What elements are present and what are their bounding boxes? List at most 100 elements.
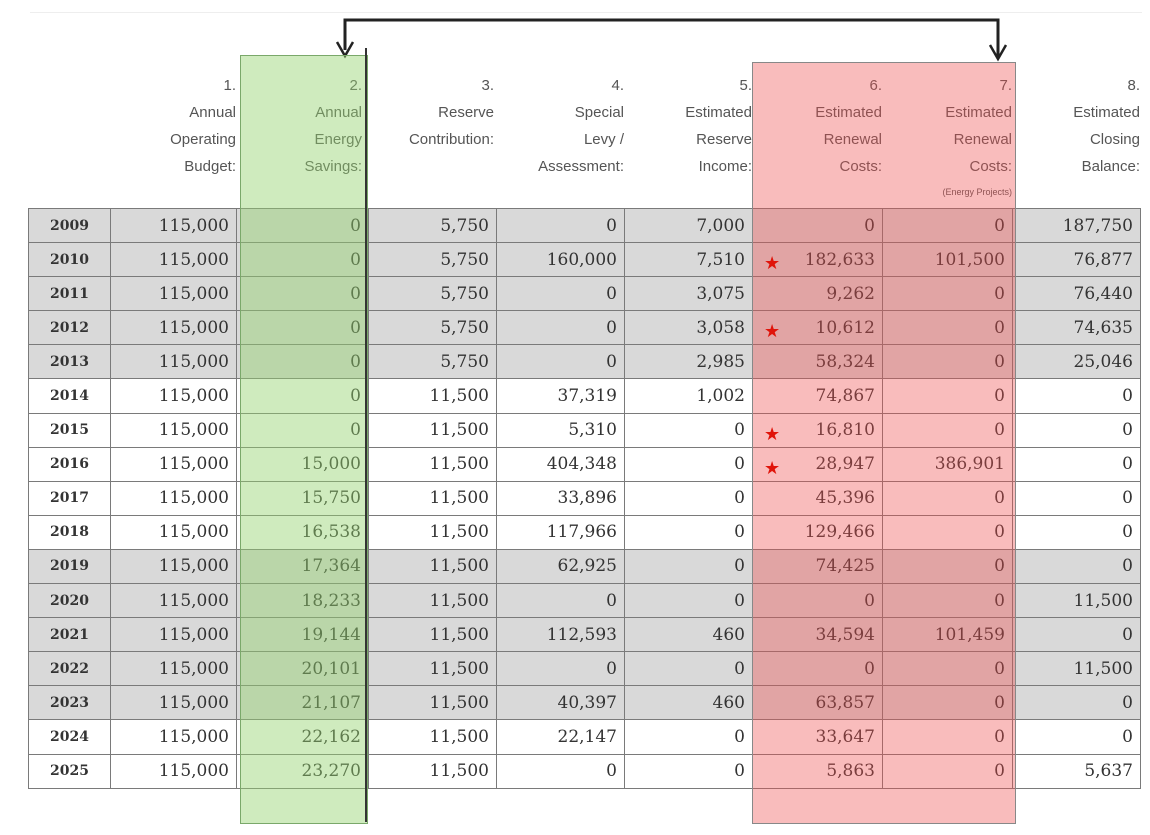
value-cell-col-6: 16,810 [752, 412, 883, 448]
column-label-line: Costs: [839, 158, 882, 175]
value-cell-col-6: 5,863 [752, 753, 883, 789]
year-cell: 2023 [28, 685, 111, 721]
year-cell: 2021 [28, 617, 111, 653]
value-cell-col-4: 117,966 [496, 514, 625, 550]
value-cell-col-2: 22,162 [236, 719, 369, 755]
column-label-line: Operating [170, 131, 236, 148]
reserve-fund-table: 2009 115,000 0 5,750 0 7,000 0 0 187,750 2010 115,… [28, 207, 1141, 789]
value-cell-col-3: 5,750 [368, 310, 497, 346]
value-cell-col-3: 11,500 [368, 548, 497, 585]
table-row: 2025 115,000 23,270 11,500 0 0 5,863 0 5,637 [28, 753, 1141, 789]
value-cell-col-8: 76,440 [1012, 276, 1141, 312]
value-cell-col-5: 1,002 [624, 378, 753, 414]
value-cell-col-1: 115,000 [110, 617, 237, 653]
value-cell-col-5: 3,058 [624, 310, 753, 346]
value-cell-col-2: 19,144 [236, 617, 369, 653]
column-label-line: Annual [315, 104, 362, 121]
value-cell-col-5: 460 [624, 617, 753, 653]
column-label-line: Closing [1089, 131, 1140, 148]
column-header-3: 3. Reserve Contribution: [364, 72, 494, 153]
column-number: 6. [869, 77, 882, 94]
star-icon: ★ [764, 457, 781, 479]
value-cell-col-3: 11,500 [368, 480, 497, 516]
value-cell-col-3: 11,500 [368, 412, 497, 448]
year-cell: 2012 [28, 310, 111, 346]
column-label-line: Estimated [815, 104, 882, 121]
value-cell-col-8: 0 [1012, 412, 1141, 448]
value-cell-col-6: 58,324 [752, 344, 883, 380]
value-cell-col-6: 28,947 [752, 446, 883, 482]
table-row: 2011 115,000 0 5,750 0 3,075 9,262 0 76,440 [28, 276, 1141, 312]
value-cell-col-1: 115,000 [110, 378, 237, 414]
year-cell: 2018 [28, 514, 111, 550]
value-cell-col-5: 0 [624, 583, 753, 619]
column-label-line: Contribution: [408, 131, 494, 148]
value-cell-col-6: 34,594 [752, 617, 883, 653]
year-cell: 2019 [28, 548, 111, 585]
value-cell-col-8: 0 [1012, 685, 1141, 721]
value-cell-col-2: 23,270 [236, 753, 369, 789]
column-label-line: Energy [314, 131, 362, 148]
value-cell-col-7: 386,901 [882, 446, 1013, 482]
value-cell-col-1: 115,000 [110, 276, 237, 312]
value-cell-col-5: 0 [624, 446, 753, 482]
table-row: 2024 115,000 22,162 11,500 22,147 0 33,647 0 0 [28, 719, 1141, 755]
table-row: 2010 115,000 0 5,750 160,000 7,510 182,633 101,… [28, 242, 1141, 278]
value-cell-col-1: 115,000 [110, 344, 237, 380]
value-cell-col-8: 0 [1012, 446, 1141, 482]
value-cell-col-3: 11,500 [368, 651, 497, 687]
value-cell-col-7: 0 [882, 378, 1013, 414]
value-cell-col-3: 5,750 [368, 344, 497, 380]
value-cell-col-3: 11,500 [368, 514, 497, 550]
column-number: 4. [611, 77, 624, 94]
value-cell-col-4: 160,000 [496, 242, 625, 278]
value-cell-col-2: 0 [236, 207, 369, 244]
value-cell-col-8: 0 [1012, 480, 1141, 516]
value-cell-col-8: 0 [1012, 514, 1141, 550]
value-cell-col-1: 115,000 [110, 480, 237, 516]
value-cell-col-1: 115,000 [110, 548, 237, 585]
value-cell-col-6: 63,857 [752, 685, 883, 721]
column-label-line: Savings: [304, 158, 362, 175]
column-label-line: Budget: [184, 158, 236, 175]
value-cell-col-1: 115,000 [110, 242, 237, 278]
column-header-4: 4. Special Levy / Assessment: [494, 72, 624, 180]
value-cell-col-3: 11,500 [368, 753, 497, 789]
value-cell-col-2: 15,000 [236, 446, 369, 482]
value-cell-col-2: 0 [236, 344, 369, 380]
table-row: 2021 115,000 19,144 11,500 112,593 460 34,594 1… [28, 617, 1141, 653]
value-cell-col-4: 404,348 [496, 446, 625, 482]
column-header-5: 5. Estimated Reserve Income: [622, 72, 752, 180]
value-cell-col-7: 0 [882, 719, 1013, 755]
value-cell-col-7: 0 [882, 344, 1013, 380]
column-header-1: 1. Annual Operating Budget: [106, 72, 236, 180]
value-cell-col-2: 0 [236, 276, 369, 312]
year-cell: 2013 [28, 344, 111, 380]
table-body: 2009 115,000 0 5,750 0 7,000 0 0 187,750 2010 115,… [28, 207, 1141, 789]
value-cell-col-4: 0 [496, 310, 625, 346]
column-label-line: Special [574, 104, 624, 121]
value-cell-col-3: 11,500 [368, 378, 497, 414]
column-label-line: Income: [698, 158, 752, 175]
year-cell: 2011 [28, 276, 111, 312]
value-cell-col-3: 11,500 [368, 719, 497, 755]
value-cell-col-3: 11,500 [368, 583, 497, 619]
column-number: 1. [223, 77, 236, 94]
value-cell-col-7: 0 [882, 207, 1013, 244]
value-cell-col-1: 115,000 [110, 583, 237, 619]
table-header: 1. Annual Operating Budget: 2. Annual Energy Sa… [0, 0, 1150, 210]
star-icon: ★ [764, 321, 781, 343]
value-cell-col-5: 0 [624, 412, 753, 448]
value-cell-col-2: 21,107 [236, 685, 369, 721]
value-cell-col-5: 2,985 [624, 344, 753, 380]
table-row: 2012 115,000 0 5,750 0 3,058 10,612 0 74,635 [28, 310, 1141, 346]
value-cell-col-3: 5,750 [368, 242, 497, 278]
column-label-line: Renewal [953, 131, 1012, 148]
value-cell-col-7: 0 [882, 514, 1013, 550]
value-cell-col-4: 22,147 [496, 719, 625, 755]
value-cell-col-3: 11,500 [368, 617, 497, 653]
year-cell: 2015 [28, 412, 111, 448]
year-cell: 2025 [28, 753, 111, 789]
value-cell-col-8: 0 [1012, 719, 1141, 755]
value-cell-col-4: 0 [496, 207, 625, 244]
